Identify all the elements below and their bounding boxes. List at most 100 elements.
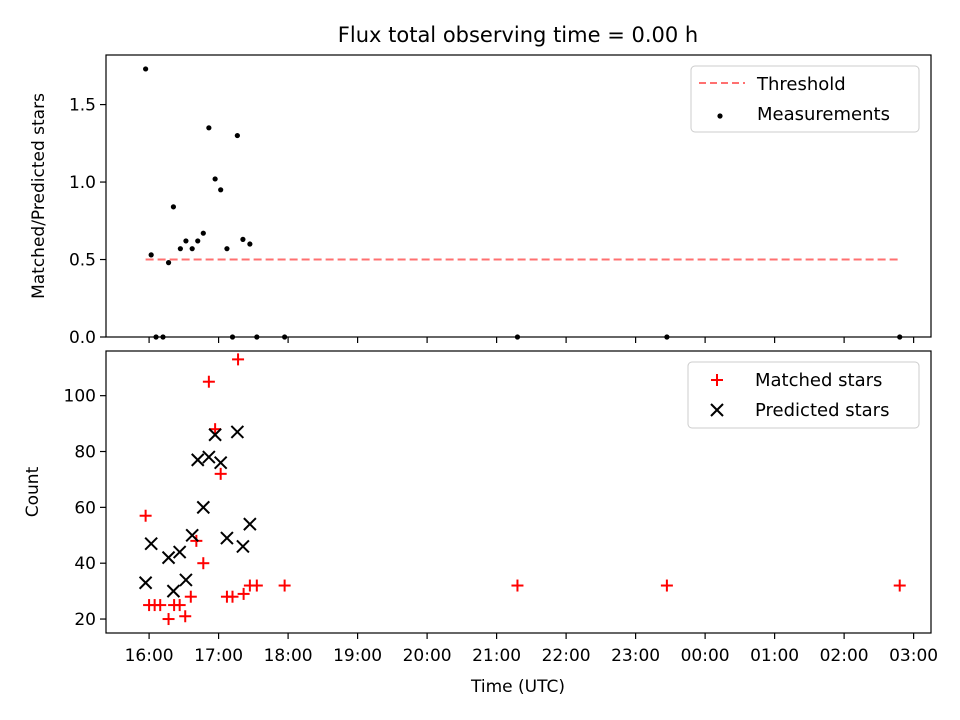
measurements-point — [229, 334, 236, 340]
matched-stars-point — [250, 579, 263, 592]
measurements-point — [218, 187, 224, 193]
predicted-stars-point — [191, 453, 205, 467]
measurements-point — [212, 176, 218, 182]
top-y-axis-label: Matched/Predicted stars — [29, 93, 49, 299]
measurements-point — [160, 334, 166, 340]
y-tick-label: 60 — [74, 498, 96, 518]
y-tick-label: 80 — [74, 443, 96, 463]
top-y-axis: 0.0 0.5 1.0 1.5 — [69, 96, 106, 348]
matched-stars-point — [154, 599, 167, 612]
matched-stars-point — [209, 423, 222, 436]
predicted-stars-point — [208, 428, 222, 442]
matched-stars-point — [226, 590, 239, 603]
measurements-point — [234, 132, 240, 139]
top-legend-frame — [690, 65, 920, 133]
top-x-axis-ticks — [148, 337, 915, 343]
x-tick-label: 22:00 — [542, 646, 591, 666]
top-plot-marks — [143, 66, 903, 340]
matched-stars-point — [278, 579, 291, 592]
legend-measurements-label: Measurements — [757, 104, 890, 125]
bottom-plot-marks — [138, 353, 906, 626]
predicted-stars-point — [161, 550, 176, 565]
matched-stars-point — [162, 613, 175, 626]
measurements-point — [189, 246, 195, 252]
matched-stars-point — [511, 579, 524, 592]
predicted-stars-point — [138, 576, 153, 590]
measurements-point — [177, 246, 183, 252]
top-legend[interactable]: Threshold Measurements — [690, 65, 920, 133]
matched-stars-point — [237, 587, 250, 600]
x-tick-label: 17:00 — [194, 646, 243, 666]
x-tick-label: 03:00 — [889, 646, 938, 666]
matched-stars-point — [197, 557, 210, 570]
legend-threshold-label: Threshold — [756, 74, 846, 95]
x-axis-label: Time (UTC) — [470, 677, 565, 697]
legend-matched-label: Matched stars — [755, 370, 882, 391]
measurements-point — [206, 125, 212, 131]
measurements-point — [254, 334, 260, 340]
bottom-plot-frame — [105, 350, 932, 634]
predicted-stars-point — [144, 536, 158, 551]
matched-stars-point — [139, 509, 152, 522]
measurements-point — [664, 334, 670, 340]
matched-stars-point — [660, 579, 673, 592]
measurements-point — [143, 66, 149, 72]
matched-stars-point — [173, 599, 186, 612]
legend-measurements-swatch — [717, 113, 723, 119]
x-tick-label: 21:00 — [472, 646, 521, 666]
measurements-point — [240, 236, 246, 242]
matched-stars-point — [232, 353, 245, 366]
measurements-point — [148, 252, 154, 258]
x-tick-label: 18:00 — [264, 646, 313, 666]
predicted-stars-point — [213, 455, 228, 470]
measurements-point — [514, 334, 521, 340]
chart-title: Flux total observing time = 0.00 h — [338, 23, 698, 47]
x-tick-label: 01:00 — [750, 646, 799, 666]
legend-predicted-label: Predicted stars — [755, 400, 889, 421]
bottom-y-axis-label: Count — [23, 466, 43, 517]
bottom-legend-frame — [687, 361, 920, 429]
measurements-point — [897, 334, 903, 340]
y-tick-label: 1.5 — [69, 96, 96, 116]
y-tick-label: 20 — [74, 610, 96, 630]
x-tick-label: 02:00 — [820, 646, 869, 666]
measurements-point — [153, 334, 159, 340]
x-tick-label: 20:00 — [403, 646, 452, 666]
legend-predicted-swatch — [710, 403, 724, 417]
y-tick-label: 1.0 — [69, 173, 96, 193]
predicted-stars-point — [172, 545, 187, 559]
legend-matched-swatch — [711, 374, 723, 386]
bottom-panel: 20 40 60 80 100 16:00 17:00 18:00 19:00 20:00 21:… — [23, 350, 938, 697]
x-tick-label: 19:00 — [333, 646, 382, 666]
y-tick-label: 40 — [74, 554, 96, 574]
y-tick-label: 0.0 — [69, 328, 96, 348]
top-panel: 0.0 0.5 1.0 1.5 Matched/Predicted stars Thr… — [29, 54, 932, 348]
matched-stars-point — [893, 579, 906, 592]
bottom-x-axis: 16:00 17:00 18:00 19:00 20:00 21:00 22:00 23:00… — [125, 633, 938, 666]
predicted-stars-point — [185, 528, 199, 542]
matched-stars-point — [202, 375, 215, 388]
predicted-stars-point — [220, 531, 234, 545]
measurements-point — [247, 241, 253, 247]
y-tick-label: 0.5 — [69, 251, 96, 271]
measurements-point — [170, 204, 177, 210]
x-tick-label: 23:00 — [611, 646, 660, 666]
x-tick-label: 16:00 — [125, 646, 174, 666]
x-tick-label: 00:00 — [681, 646, 730, 666]
bottom-legend[interactable]: Matched stars Predicted stars — [687, 361, 920, 429]
measurements-point — [200, 230, 206, 236]
predicted-stars-point — [179, 573, 193, 587]
matched-stars-point — [184, 590, 197, 603]
predicted-stars-point — [236, 539, 250, 554]
matched-stars-point — [179, 610, 192, 623]
measurements-point — [282, 334, 288, 340]
matched-stars-point — [214, 467, 227, 480]
measurements-point — [195, 238, 201, 244]
measurements-point — [165, 260, 172, 266]
measurements-point — [224, 246, 230, 252]
y-tick-label: 100 — [64, 387, 96, 407]
predicted-stars-point — [166, 584, 181, 598]
bottom-y-axis: 20 40 60 80 100 — [64, 387, 106, 630]
predicted-stars-point — [230, 425, 245, 439]
